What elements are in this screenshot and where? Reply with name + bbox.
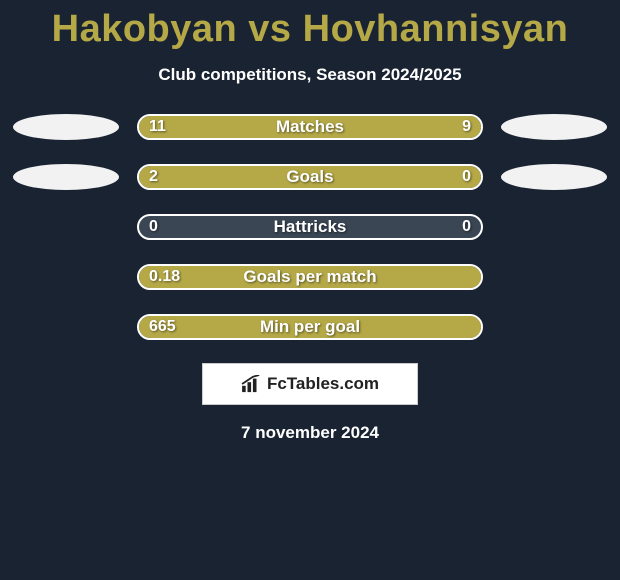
stat-bar: 665Min per goal [137,314,483,340]
player-left-marker [13,164,119,190]
page-title: Hakobyan vs Hovhannisyan [0,0,620,51]
stat-bar: 20Goals [137,164,483,190]
stat-bar: 0.18Goals per match [137,264,483,290]
stat-row: 00Hattricks [0,213,620,241]
brand-text: FcTables.com [267,374,379,394]
player-left-marker [13,114,119,140]
player-right-marker [501,164,607,190]
stat-label: Min per goal [139,316,481,338]
page-subtitle: Club competitions, Season 2024/2025 [0,65,620,85]
stat-label: Hattricks [139,216,481,238]
date-label: 7 november 2024 [0,423,620,443]
stats-container: 119Matches 20Goals 00Hattricks 0.18Goals pe… [0,113,620,341]
stat-label: Goals [139,166,481,188]
player-right-marker [501,114,607,140]
brand-badge: FcTables.com [202,363,418,405]
stat-row: 665Min per goal [0,313,620,341]
bar-chart-icon [241,375,263,393]
stat-label: Matches [139,116,481,138]
stat-bar: 119Matches [137,114,483,140]
stat-row: 20Goals [0,163,620,191]
stat-label: Goals per match [139,266,481,288]
stat-row: 119Matches [0,113,620,141]
stat-bar: 00Hattricks [137,214,483,240]
stat-row: 0.18Goals per match [0,263,620,291]
